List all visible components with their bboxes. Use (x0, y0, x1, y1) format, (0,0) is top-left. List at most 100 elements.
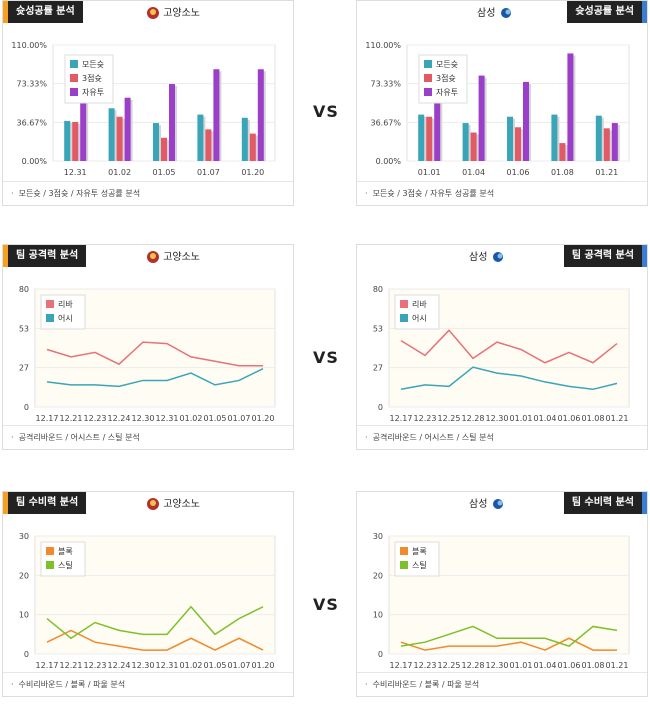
y-tick-label: 10 (19, 611, 29, 620)
x-tick-label: 01.08 (582, 414, 605, 423)
footer-text: 공격리바운드 / 어시스트 / 스틸 분석 (18, 433, 140, 442)
series-line (46, 629, 264, 651)
x-tick-label: 12.30 (132, 414, 155, 423)
x-tick-label: 01.01 (510, 661, 533, 670)
x-tick-label: 01.21 (606, 661, 629, 670)
bar (426, 116, 433, 161)
bar (551, 114, 558, 161)
x-tick-label: 01.05 (204, 661, 227, 670)
panel-footer: · 수비리바운드 / 블록 / 파울 분석 (3, 672, 293, 696)
x-tick-label: 01.20 (252, 414, 275, 423)
x-tick-label: 01.21 (595, 168, 618, 177)
x-tick-label: 01.02 (108, 168, 131, 177)
footer-text: 수비리바운드 / 블록 / 파울 분석 (372, 680, 480, 689)
accent-stripe (3, 492, 8, 514)
x-tick-label: 12.17 (36, 414, 59, 423)
team-label-left: 고양소노 (146, 495, 200, 511)
x-tick-label: 12.24 (108, 414, 131, 423)
legend-label: 자유투 (436, 88, 458, 97)
x-tick-label: 12.23 (414, 414, 437, 423)
y-tick-label: 20 (19, 571, 29, 580)
chart-area: 80 53 27 0 12.17 12.23 12.25 12.28 12.30 01.01 01.… (357, 267, 647, 427)
legend-swatch (70, 88, 78, 96)
team-name: 삼성 (469, 499, 488, 510)
x-tick-label: 12.31 (156, 661, 179, 670)
bar (153, 123, 159, 161)
legend-swatch (424, 74, 432, 82)
bar (80, 87, 87, 161)
bar (603, 128, 610, 161)
x-tick-label: 12.28 (462, 661, 485, 670)
accent-stripe (3, 245, 8, 267)
x-tick-label: 12.23 (414, 661, 437, 670)
footer-text: 모든슛 / 3점슛 / 자유투 성공률 분석 (18, 189, 141, 198)
section-title: 팀 수비력 분석 (8, 492, 87, 514)
y-tick-label: 0.00% (22, 157, 48, 166)
legend-swatch (400, 561, 408, 569)
bar (515, 127, 521, 161)
bar (418, 114, 425, 161)
y-tick-label: 0 (378, 650, 383, 659)
panel-footer: · 모든슛 / 3점슛 / 자유투 성공률 분석 (357, 181, 647, 205)
x-tick-label: 01.01 (510, 414, 533, 423)
x-tick-label: 01.04 (462, 168, 485, 177)
y-tick-label: 73.33% (370, 80, 401, 89)
footer-text: 수비리바운드 / 블록 / 파울 분석 (18, 680, 126, 689)
accent-stripe (642, 1, 647, 23)
x-tick-label: 01.05 (204, 414, 227, 423)
legend-swatch (400, 547, 408, 555)
accent-stripe (642, 492, 647, 514)
team-name: 삼성 (477, 8, 496, 19)
team-label-right: 삼성 (477, 4, 513, 20)
x-tick-label: 12.21 (60, 661, 83, 670)
bar (161, 137, 167, 161)
bar (213, 69, 220, 161)
x-tick-label: 01.06 (507, 168, 530, 177)
shoot-panel-left: 슛성공률 분석 고양소노 110.00% 73.33% 36.67% 0.00% 12.… (2, 0, 294, 206)
y-tick-label: 30 (373, 532, 383, 541)
x-tick-label: 01.04 (534, 414, 557, 423)
x-tick-label: 12.17 (390, 661, 413, 670)
y-tick-label: 110.00% (11, 41, 47, 50)
y-tick-label: 53 (373, 324, 383, 333)
x-tick-label: 12.30 (486, 414, 509, 423)
y-tick-label: 53 (19, 324, 29, 333)
bar (257, 69, 264, 161)
x-tick-label: 01.05 (153, 168, 176, 177)
y-tick-label: 30 (19, 532, 29, 541)
bar (64, 120, 71, 161)
section-title: 팀 수비력 분석 (563, 492, 642, 514)
legend-label: 블록 (58, 546, 73, 556)
x-tick-label: 12.17 (36, 661, 59, 670)
x-tick-label: 12.21 (60, 414, 83, 423)
bar (559, 143, 566, 161)
x-tick-label: 12.31 (156, 414, 179, 423)
x-tick-label: 12.28 (462, 414, 485, 423)
bar (116, 116, 123, 161)
legend-label: 3점슛 (436, 73, 456, 83)
team-label-right: 삼성 (469, 495, 505, 511)
section-title: 슛성공률 분석 (567, 1, 642, 23)
series-line (400, 625, 618, 647)
team-label-left: 고양소노 (146, 4, 200, 20)
x-tick-label: 01.21 (606, 414, 629, 423)
bar (611, 123, 618, 161)
attack-panel-right: 팀 공격력 분석 삼성 80 53 27 0 12.17 12.23 12.25 12.28 1… (356, 244, 648, 450)
x-tick-label: 01.06 (558, 414, 581, 423)
defense-panel-right: 팀 수비력 분석 삼성 30 20 10 0 12.17 12.23 12.25 12.28 1… (356, 491, 648, 697)
bar (523, 81, 529, 161)
x-tick-label: 01.20 (252, 661, 275, 670)
section-title: 팀 공격력 분석 (8, 245, 87, 267)
x-tick-label: 01.08 (582, 661, 605, 670)
team-label-right: 삼성 (469, 248, 505, 264)
series-line (400, 329, 618, 364)
vs-label: VS (313, 595, 339, 614)
section-title: 팀 공격력 분석 (563, 245, 642, 267)
accent-stripe (642, 245, 647, 267)
y-tick-label: 0 (24, 650, 29, 659)
series-line (46, 605, 264, 640)
bar (470, 132, 477, 161)
team-label-left: 고양소노 (146, 248, 200, 264)
samsung-icon (499, 6, 513, 20)
legend-swatch (424, 88, 432, 96)
